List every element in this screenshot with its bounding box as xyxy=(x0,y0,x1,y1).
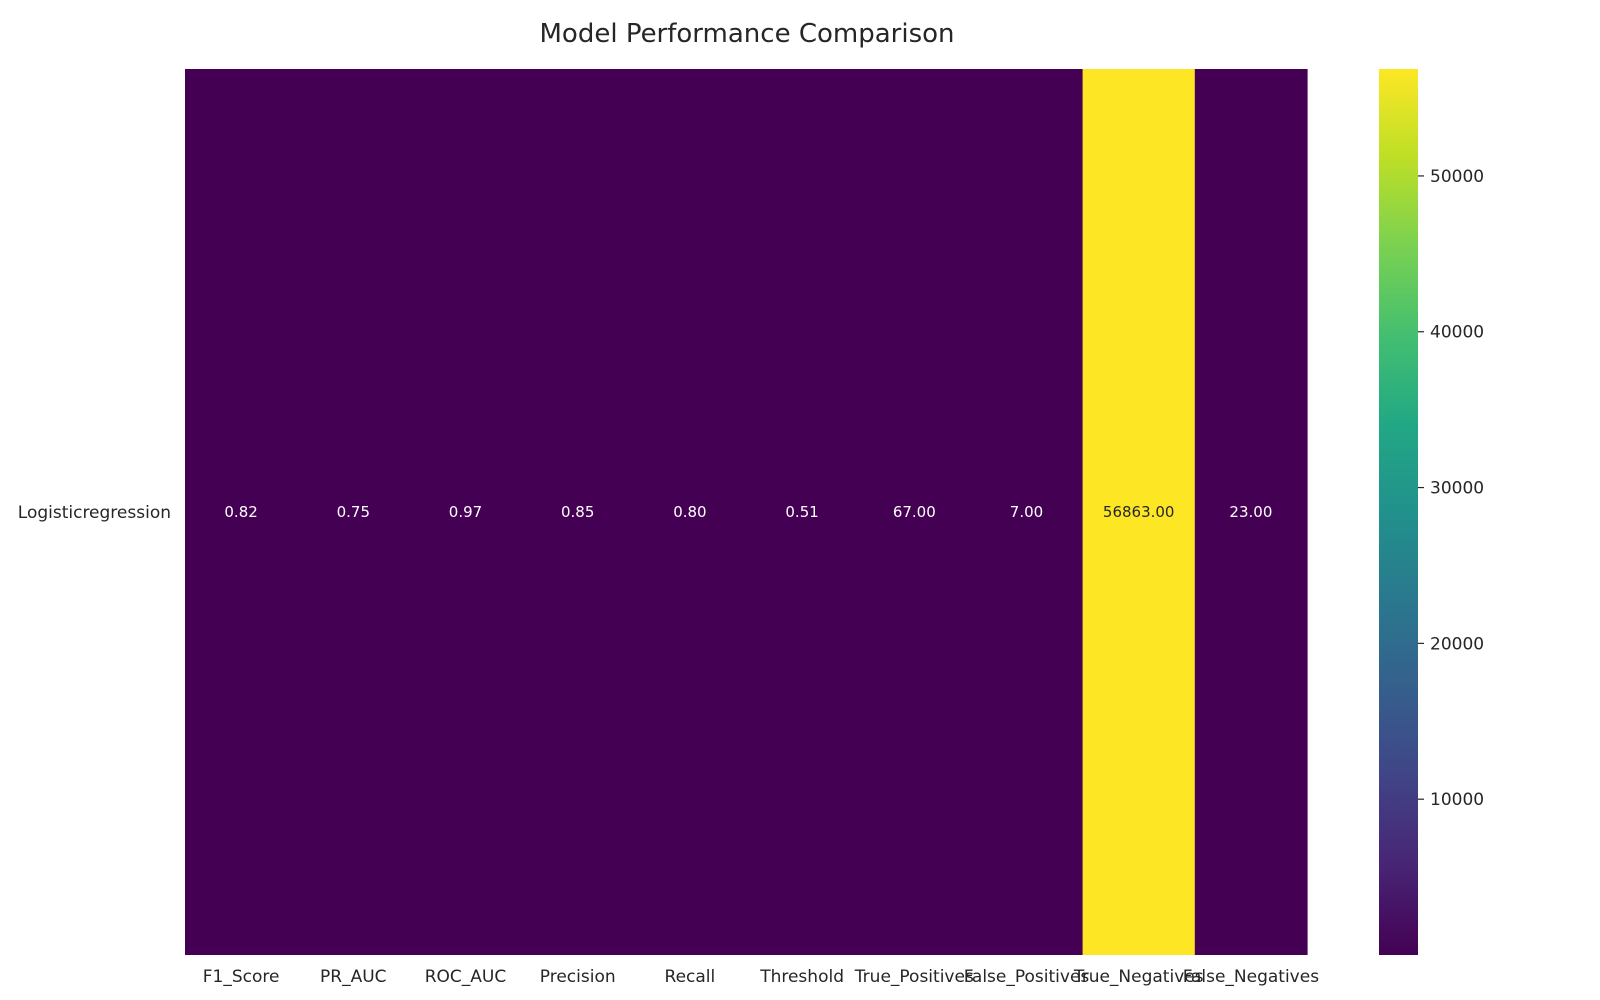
x-tick-label: F1_Score xyxy=(203,967,280,987)
y-tick-label: Logisticregression xyxy=(18,503,171,523)
y-axis-tick-labels: Logisticregression xyxy=(18,503,171,523)
heatmap-cell xyxy=(297,69,410,955)
heatmap-cell xyxy=(858,69,971,955)
colorbar-tick-label: 50000 xyxy=(1430,167,1484,187)
colorbar-ticks: 10000 20000 30000 40000 50000 xyxy=(1418,167,1484,810)
cell-annotation: 7.00 xyxy=(1010,503,1043,521)
cell-annotation: 67.00 xyxy=(893,503,936,521)
heatmap-cells xyxy=(185,69,1308,955)
cell-annotation: 0.85 xyxy=(561,503,594,521)
x-tick-label: Threshold xyxy=(759,967,844,987)
heatmap-cell xyxy=(970,69,1084,955)
x-tick-label: False_Negatives xyxy=(1183,967,1319,987)
colorbar-tick-label: 40000 xyxy=(1430,323,1484,343)
heatmap-cell xyxy=(633,69,747,955)
heatmap-cell xyxy=(185,69,298,955)
cell-annotation: 0.82 xyxy=(224,503,257,521)
x-tick-label: PR_AUC xyxy=(320,967,387,987)
heatmap-cell xyxy=(1194,69,1308,955)
chart-title: Model Performance Comparison xyxy=(539,19,954,49)
x-axis-tick-labels: F1_Score PR_AUC ROC_AUC Precision Recall Thre… xyxy=(203,967,1319,987)
x-tick-label: True_Positives xyxy=(854,967,974,987)
cell-annotation: 0.51 xyxy=(785,503,818,521)
x-tick-label: Recall xyxy=(665,967,716,987)
cell-annotations: 0.82 0.75 0.97 0.85 0.80 0.51 67.00 7.00 56863.0… xyxy=(224,503,1272,521)
cell-annotation: 56863.00 xyxy=(1103,503,1175,521)
cell-annotation: 0.97 xyxy=(449,503,482,521)
x-tick-label: ROC_AUC xyxy=(425,967,507,987)
colorbar xyxy=(1379,69,1418,955)
heatmap-cell xyxy=(1082,69,1196,955)
x-tick-label: False_Positives xyxy=(964,967,1090,987)
cell-annotation: 23.00 xyxy=(1229,503,1272,521)
heatmap-cell xyxy=(746,69,859,955)
cell-annotation: 0.80 xyxy=(673,503,706,521)
cell-annotation: 0.75 xyxy=(337,503,370,521)
colorbar-tick-label: 30000 xyxy=(1430,479,1484,499)
colorbar-tick-label: 10000 xyxy=(1430,790,1484,810)
x-tick-label: True_Negatives xyxy=(1073,967,1204,987)
x-tick-label: Precision xyxy=(540,967,616,987)
colorbar-tick-label: 20000 xyxy=(1430,634,1484,654)
heatmap-cell xyxy=(409,69,523,955)
heatmap-cell xyxy=(521,69,635,955)
